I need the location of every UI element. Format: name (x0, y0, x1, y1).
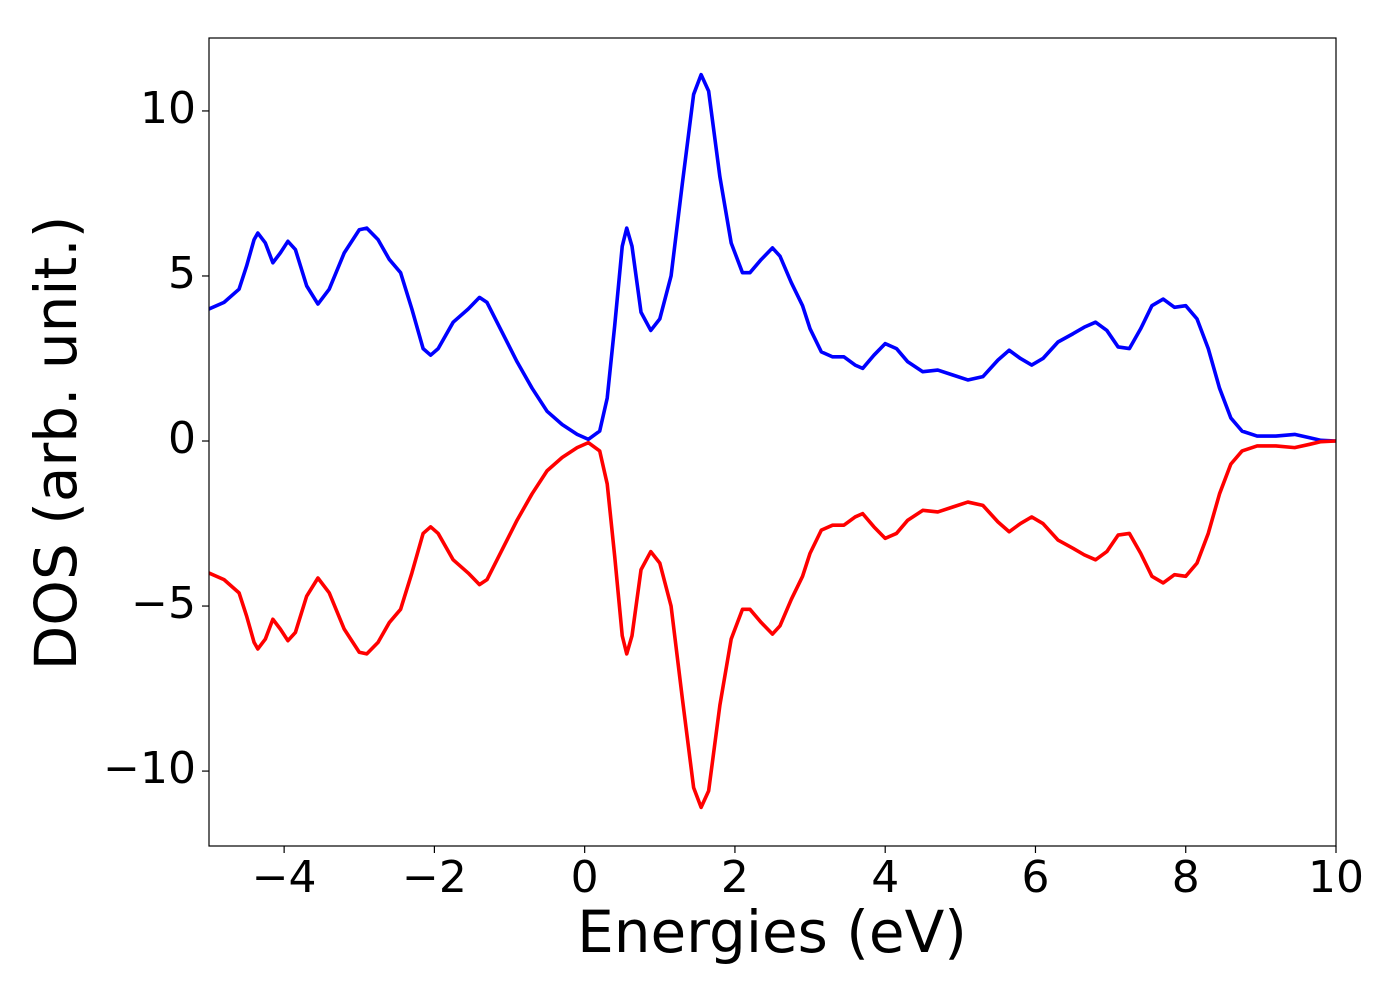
y-tick-label: 5 (168, 248, 196, 299)
x-tick-label: 10 (1308, 852, 1364, 903)
x-tick-label: −4 (252, 852, 317, 903)
plot-frame (208, 37, 1337, 847)
x-tick-label: 8 (1172, 852, 1200, 903)
x-axis-label: Energies (eV) (577, 898, 967, 966)
x-tick-label: 4 (871, 852, 899, 903)
x-tick-label: 0 (571, 852, 599, 903)
y-tick-label: 10 (140, 83, 196, 134)
dos-line (209, 72, 1336, 443)
y-tick-label: −10 (103, 743, 196, 794)
y-axis-label: DOS (arb. unit.) (22, 216, 90, 671)
x-tick-label: 6 (1021, 852, 1049, 903)
y-tick-label: 0 (168, 413, 196, 464)
x-tick-label: −2 (402, 852, 467, 903)
y-tick-label: −5 (131, 578, 196, 629)
dos-line (209, 439, 1336, 810)
x-tick-label: 2 (721, 852, 749, 903)
